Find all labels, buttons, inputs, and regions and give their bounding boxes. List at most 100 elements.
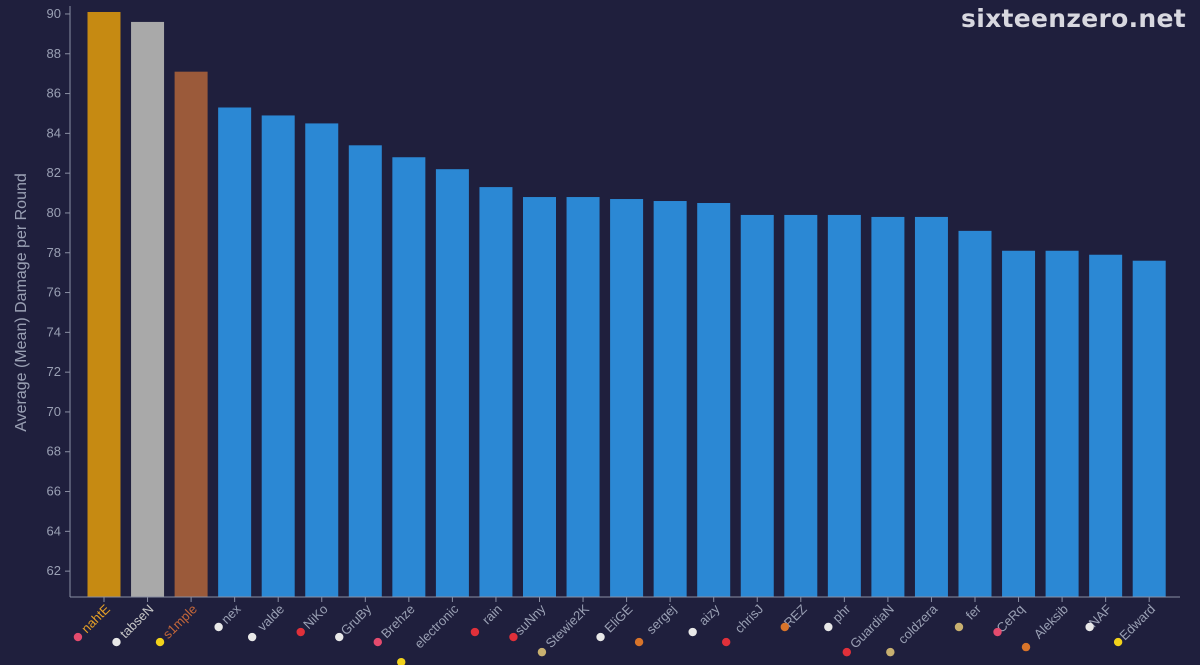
x-tick-label: Stewie2K <box>543 601 593 651</box>
bar <box>653 201 687 597</box>
team-logo-icon <box>596 632 605 642</box>
x-tick-label: EliGE <box>601 601 635 635</box>
y-tick-label: 64 <box>47 523 61 538</box>
bar <box>740 214 774 597</box>
team-logo-icon <box>886 647 895 657</box>
team-logo-icon <box>537 647 547 657</box>
x-tick-group: aizy <box>688 601 723 637</box>
team-logo-icon <box>634 637 644 647</box>
bar <box>305 123 339 597</box>
team-logo-icon <box>73 632 83 642</box>
x-tick-group: NiKo <box>296 601 331 637</box>
y-tick-label: 82 <box>47 165 61 180</box>
bar <box>610 199 644 597</box>
bar <box>523 197 556 597</box>
y-tick-label: 86 <box>47 86 61 101</box>
x-tick-group: NAF <box>1085 601 1115 632</box>
team-logo-icon <box>780 622 789 632</box>
x-tick-group: nex <box>214 601 244 632</box>
y-tick-label: 66 <box>47 484 61 499</box>
bar <box>697 203 731 597</box>
x-tick-group: GruBy <box>335 601 375 642</box>
brand-watermark: sixteenzero.net <box>961 4 1186 33</box>
team-logo-icon <box>112 637 121 647</box>
x-tick-label: GuardiaN <box>847 601 897 651</box>
x-tick-group: rain <box>470 601 505 637</box>
bar <box>392 157 426 597</box>
x-tick-group: fer <box>954 601 985 632</box>
team-logo-icon <box>993 627 1002 637</box>
x-tick-group: sergej <box>634 601 679 647</box>
bar <box>87 11 121 597</box>
team-logo-icon <box>214 622 223 632</box>
y-tick-label: 88 <box>47 46 61 61</box>
x-tick-label: Brehze <box>378 601 418 641</box>
team-logo-icon <box>1113 637 1123 647</box>
x-tick-group: s1mple <box>155 601 200 647</box>
team-logo-icon <box>1021 642 1031 652</box>
bars-group <box>87 11 1166 598</box>
y-tick-label: 80 <box>47 205 61 220</box>
bar <box>174 71 208 598</box>
y-tick-label: 90 <box>47 6 61 21</box>
bar <box>871 216 905 598</box>
bar <box>218 107 252 598</box>
team-logo-icon <box>824 622 833 632</box>
x-tick-label: phr <box>829 601 853 625</box>
y-tick-label: 68 <box>47 444 61 459</box>
y-tick-label: 74 <box>47 324 61 339</box>
x-tick-group: tabseN <box>112 601 157 647</box>
x-tick-group: REZ <box>780 601 810 632</box>
x-tick-label: s1mple <box>160 601 200 641</box>
x-tick-group: phr <box>824 601 854 632</box>
y-tick-label: 76 <box>47 285 61 300</box>
x-tick-label: aizy <box>696 601 723 628</box>
team-logo-icon <box>509 632 518 642</box>
x-tick-label: electronic <box>411 601 461 651</box>
x-tick-label: GruBy <box>338 601 375 638</box>
bar <box>784 214 818 597</box>
team-logo-icon <box>1085 622 1094 632</box>
x-tick-group: EliGE <box>596 601 636 642</box>
y-tick-label: 70 <box>47 404 61 419</box>
team-logo-icon <box>296 627 305 637</box>
bar <box>914 216 948 598</box>
x-tick-group: valde <box>247 601 288 642</box>
team-logo-icon <box>155 637 165 647</box>
x-tick-label: NiKo <box>300 601 331 632</box>
y-tick-label: 78 <box>47 245 61 260</box>
bar <box>827 214 861 597</box>
team-logo-icon <box>688 627 697 637</box>
y-axis-label: Average (Mean) Damage per Round <box>13 173 30 432</box>
x-tick-group: CeRq <box>993 601 1027 637</box>
x-tick-label: chrisJ <box>732 601 767 636</box>
x-tick-label: fer <box>963 601 985 623</box>
x-tick-label: tabseN <box>117 601 157 641</box>
x-tick-group: suNny <box>509 601 549 642</box>
bar <box>1089 254 1123 598</box>
bar <box>435 169 469 597</box>
y-tick-label: 84 <box>47 125 61 140</box>
x-tick-group: Edward <box>1113 601 1158 647</box>
x-tick-label: valde <box>255 601 288 634</box>
bar <box>1132 260 1166 597</box>
x-tick-group: chrisJ <box>721 601 767 647</box>
x-tick-label: suNny <box>512 601 549 638</box>
bar <box>1002 250 1036 597</box>
bar <box>261 115 295 598</box>
x-tick-group: Brehze <box>373 601 418 647</box>
x-tick-label: nahtE <box>78 601 113 636</box>
x-tick-label: coldzera <box>895 601 941 647</box>
team-logo-icon <box>721 637 731 647</box>
bar <box>958 230 992 597</box>
team-logo-icon <box>373 637 382 647</box>
x-tick-group: Aleksib <box>1021 601 1071 652</box>
team-logo-icon <box>954 622 964 632</box>
bar <box>479 187 513 598</box>
x-tick-group: nahtE <box>73 601 113 642</box>
x-tick-label: sergej <box>643 601 679 637</box>
bar <box>1045 250 1079 597</box>
x-tick-label: nex <box>218 601 244 627</box>
team-logo-icon <box>470 627 480 637</box>
